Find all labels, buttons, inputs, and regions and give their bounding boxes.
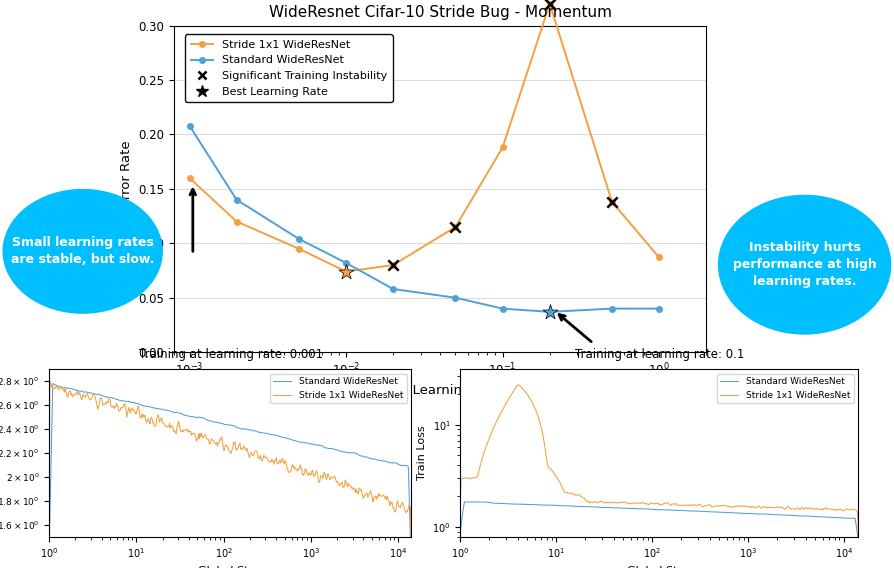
Stride 1x1 WideResNet xyxy=(645,500,655,507)
Y-axis label: Test Error Rate: Test Error Rate xyxy=(120,140,133,237)
Stride 1x1 WideResNet xyxy=(782,503,793,510)
Standard WideResNet xyxy=(647,506,658,513)
Stride 1x1 WideResNet xyxy=(513,382,524,389)
Legend: Standard WideResNet, Stride 1x1 WideResNet: Standard WideResNet, Stride 1x1 WideResN… xyxy=(717,374,854,403)
Ellipse shape xyxy=(718,195,891,335)
Line: Stride 1x1 WideResNet: Stride 1x1 WideResNet xyxy=(460,385,858,529)
Standard WideResNet xyxy=(47,380,58,387)
Stride 1x1 WideResNet xyxy=(240,447,251,454)
Point xyxy=(448,223,462,232)
Text: Training at learning rate: 0.001: Training at learning rate: 0.001 xyxy=(139,348,323,361)
Standard WideResNet xyxy=(455,529,466,536)
Standard WideResNet xyxy=(260,430,271,437)
Standard WideResNet xyxy=(342,449,352,456)
Point xyxy=(339,267,353,276)
Standard WideResNet xyxy=(844,515,855,522)
Title: WideResnet Cifar-10 Stride Bug - Momentum: WideResnet Cifar-10 Stride Bug - Momentu… xyxy=(269,5,611,20)
Legend: Stride 1x1 WideResNet, Standard WideResNet, Significant Training Instability, Be: Stride 1x1 WideResNet, Standard WideResN… xyxy=(185,35,392,102)
Standard WideResNet xyxy=(853,537,864,544)
Standard WideResNet xyxy=(782,512,793,519)
Stride 1x1 WideResNet xyxy=(844,507,855,513)
Text: Instability hurts
performance at high
learning rates.: Instability hurts performance at high le… xyxy=(733,241,876,288)
Stride 1x1 WideResNet xyxy=(45,378,55,385)
Legend: Standard WideResNet, Stride 1x1 WideResNet: Standard WideResNet, Stride 1x1 WideResN… xyxy=(270,374,407,403)
Standard WideResNet xyxy=(398,462,409,469)
Line: Stride 1x1 WideResNet: Stride 1x1 WideResNet xyxy=(49,381,411,568)
X-axis label: Base Learning Rate: Base Learning Rate xyxy=(375,384,505,397)
Standard WideResNet xyxy=(671,507,682,513)
Stride 1x1 WideResNet xyxy=(260,454,271,461)
Point xyxy=(386,261,401,270)
Standard WideResNet xyxy=(44,546,55,553)
Standard WideResNet xyxy=(645,506,655,512)
Line: Standard WideResNet: Standard WideResNet xyxy=(460,502,858,541)
X-axis label: Global Step: Global Step xyxy=(627,566,692,568)
Standard WideResNet xyxy=(693,508,704,515)
Text: Training at learning rate: 0.1: Training at learning rate: 0.1 xyxy=(575,348,745,361)
Stride 1x1 WideResNet xyxy=(216,433,227,440)
Standard WideResNet xyxy=(406,563,417,568)
Standard WideResNet xyxy=(219,421,230,428)
Standard WideResNet xyxy=(216,420,227,427)
Stride 1x1 WideResNet xyxy=(398,502,409,508)
Stride 1x1 WideResNet xyxy=(342,480,352,487)
Standard WideResNet xyxy=(240,425,251,432)
X-axis label: Global Step: Global Step xyxy=(198,566,263,568)
Stride 1x1 WideResNet xyxy=(647,500,658,507)
Text: Small learning rates
are stable, but slow.: Small learning rates are stable, but slo… xyxy=(11,236,155,266)
Point xyxy=(543,0,557,9)
Ellipse shape xyxy=(3,189,163,314)
Stride 1x1 WideResNet xyxy=(219,448,230,454)
Y-axis label: Train Loss: Train Loss xyxy=(417,425,426,481)
Stride 1x1 WideResNet xyxy=(671,501,682,508)
Point xyxy=(543,307,557,316)
Line: Standard WideResNet: Standard WideResNet xyxy=(49,383,411,567)
Stride 1x1 WideResNet xyxy=(44,486,55,493)
Stride 1x1 WideResNet xyxy=(853,525,864,532)
Standard WideResNet xyxy=(463,499,474,506)
Stride 1x1 WideResNet xyxy=(693,502,704,508)
Stride 1x1 WideResNet xyxy=(455,492,466,499)
Point xyxy=(605,197,620,206)
